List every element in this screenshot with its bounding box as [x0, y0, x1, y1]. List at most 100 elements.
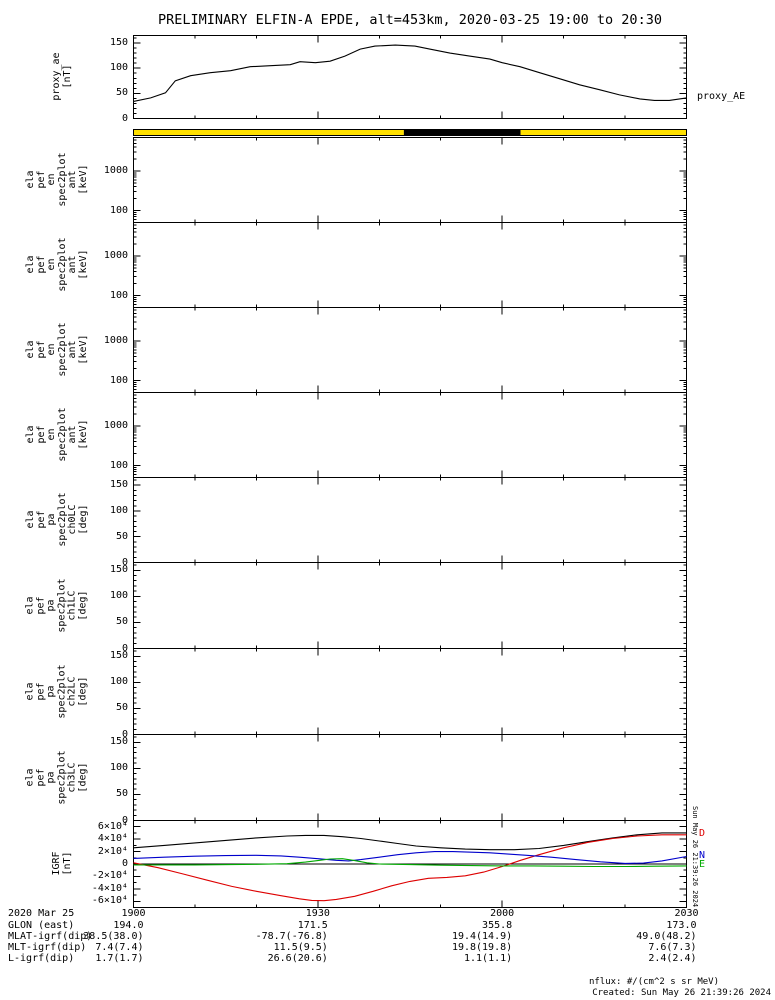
y-axis-label-proxy_ae: proxy_ae [nT] — [50, 35, 73, 118]
ephemeris-value: 2.4(2.4) — [648, 953, 697, 964]
axis-ticks — [133, 648, 687, 735]
y-axis-label-line: [nT] — [61, 851, 72, 876]
ephemeris-row-label: GLON (east) — [8, 920, 75, 931]
axis-ticks — [133, 562, 687, 649]
y-axis-label-line: ch2LC — [66, 675, 78, 707]
y-tick-label: 150 — [109, 736, 128, 748]
y-tick-label: 50 — [115, 788, 128, 800]
y-axis-label-spec_ant_2: ela pef en spec2plot ant [keV] — [25, 307, 89, 392]
y-axis-label-line: spec2plot — [56, 237, 67, 292]
series-line-D — [133, 834, 687, 902]
ephemeris-value: 7.6(7.3) — [648, 942, 697, 953]
y-axis-label-line: en — [45, 343, 57, 356]
panel-spec_ant_0 — [133, 137, 687, 223]
y-tick-label: 100 — [109, 762, 128, 774]
y-axis-label-line: ela — [24, 170, 36, 189]
y-tick-label: 0 — [121, 112, 128, 124]
y-tick-label: 100 — [109, 289, 128, 301]
y-axis-label-pa_ch1lc: ela pef pa spec2plot ch1LC [deg] — [24, 562, 89, 648]
y-tick-label: 50 — [115, 530, 128, 542]
y-tick-label: 1000 — [103, 249, 128, 261]
y-axis-label-line: ela — [24, 767, 36, 787]
panel-igrf — [133, 820, 687, 908]
y-tick-label: 100 — [109, 590, 128, 602]
axis-ticks — [133, 307, 687, 393]
y-tick-label: 1000 — [103, 334, 128, 346]
series-line-N — [133, 851, 687, 864]
x-tick-label: 1930 — [305, 908, 330, 919]
y-axis-label-line: proxy_ae — [50, 52, 62, 101]
panel-pa_ch2lc — [133, 648, 687, 735]
ephemeris-value: -78.7(-76.8) — [255, 931, 328, 942]
y-tick-label: 2×10⁴ — [97, 845, 128, 857]
series-line-B — [133, 832, 687, 851]
y-axis-label-line: ela — [24, 510, 36, 529]
y-axis-label-spec_ant_1: ela pef en spec2plot ant [keV] — [24, 222, 89, 307]
axis-ticks — [133, 222, 687, 308]
y-axis-label-line: ant — [66, 425, 78, 444]
axis-ticks — [133, 137, 687, 223]
axis-ticks — [133, 35, 687, 119]
axis-ticks — [133, 477, 687, 563]
panel-border — [133, 35, 687, 119]
y-axis-label-line: IGRF — [50, 851, 62, 876]
panel-border — [133, 562, 687, 649]
panel-spec_ant_1 — [133, 222, 687, 308]
y-tick-label: 100 — [109, 204, 128, 216]
legend-label-N: N — [699, 850, 706, 862]
x-tick-label: 1900 — [121, 908, 146, 919]
y-tick-label: -6×10⁴ — [91, 895, 128, 907]
y-tick-label: 0 — [121, 858, 128, 869]
ephemeris-value: 26.6(20.6) — [267, 953, 328, 964]
ephemeris-row-label: MLT-igrf(dip) — [8, 942, 87, 953]
y-tick-label: 6×10⁴ — [97, 820, 128, 832]
y-axis-label-line: ela — [24, 681, 36, 701]
series-line-proxy_AE — [133, 44, 687, 102]
ephemeris-value: 173.0 — [666, 920, 697, 931]
y-axis-label-spec_ant_0: ela pef en spec2plot ant [keV] — [24, 137, 89, 222]
y-tick-label: 150 — [109, 650, 128, 662]
panel-pa_ch3lc — [133, 734, 687, 821]
y-tick-label: 4×10⁴ — [97, 833, 128, 845]
panel-spec_ant_2 — [133, 307, 687, 393]
y-tick-label: 100 — [109, 374, 128, 386]
y-axis-label-line: ch3LC — [66, 761, 78, 793]
y-tick-label: 1000 — [103, 419, 128, 431]
y-axis-label-line: spec2plot — [56, 492, 67, 547]
y-tick-label: 100 — [109, 459, 128, 471]
y-axis-label-line: pef — [35, 425, 46, 444]
y-tick-label: 0 — [121, 814, 128, 826]
y-tick-label: -4×10⁴ — [91, 882, 128, 894]
y-axis-label-pa_ch0lc: ela pef pa spec2plot ch0LC [deg] — [24, 477, 89, 562]
panel-position_bar — [133, 129, 687, 136]
legend-label-E: E — [699, 859, 706, 871]
ephemeris-value: 194.0 — [113, 920, 144, 931]
y-axis-label-line: ela — [24, 595, 36, 615]
y-tick-label: 0 — [121, 728, 128, 740]
panel-spec_ant_3 — [133, 392, 687, 478]
y-axis-label-pa_ch3lc: ela pef pa spec2plot ch3LC [deg] — [24, 734, 89, 820]
y-axis-label-line: ela — [24, 255, 36, 274]
panel-border — [133, 477, 687, 563]
y-tick-label: 50 — [115, 702, 128, 714]
y-axis-label-line: ant — [66, 170, 78, 189]
ephemeris-value: 1.1(1.1) — [463, 953, 513, 964]
position-bar-segment — [403, 129, 521, 136]
series-line-E — [133, 858, 687, 868]
y-tick-label: 0 — [121, 642, 128, 654]
position-bar-border — [133, 129, 687, 136]
ephemeris-value: 38.5(38.0) — [83, 931, 144, 942]
y-tick-label: 50 — [115, 87, 128, 99]
y-axis-label-spec_ant_3: ela pef en spec2plot ant [keV] — [25, 392, 89, 477]
y-axis-label-line: pef — [35, 170, 46, 189]
panel-border — [133, 648, 687, 735]
y-axis-label-line: ch1LC — [66, 589, 78, 621]
ephemeris-row-label: L-igrf(dip) — [8, 953, 75, 964]
y-tick-label: 1000 — [103, 164, 128, 176]
panel-border — [133, 392, 687, 478]
panel-right-label: proxy_AE — [697, 91, 746, 103]
panel-pa_ch1lc — [133, 562, 687, 649]
legend-label-D: D — [699, 828, 706, 840]
